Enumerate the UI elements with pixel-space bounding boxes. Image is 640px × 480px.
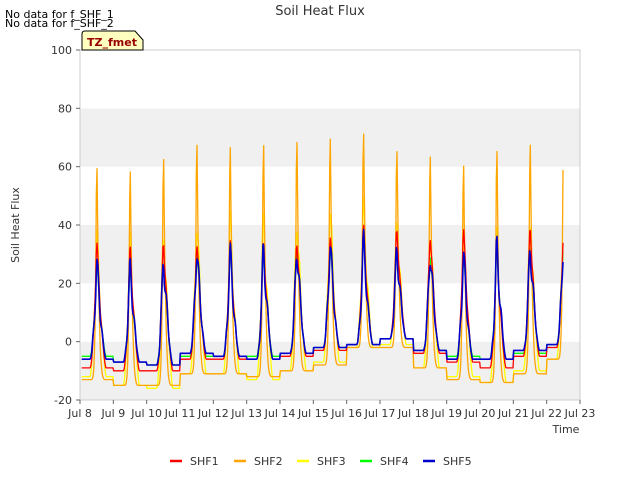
- legend-label-shf2: SHF2: [254, 455, 283, 468]
- badge: TZ_fmet: [81, 30, 144, 51]
- grid-band: [80, 341, 580, 400]
- x-axis: Jul 8 Jul 9 Jul 10 Jul 11 Jul 12 Jul 13 Jul 14…: [67, 400, 595, 420]
- grid-band: [80, 283, 580, 342]
- x-tick-label: Jul 9: [100, 407, 125, 420]
- legend: SHF1 SHF2 SHF3 SHF4 SHF5: [170, 455, 472, 468]
- x-tick-label: Jul 20: [464, 407, 496, 420]
- y-tick-label: 60: [58, 161, 72, 174]
- x-tick-label: Jul 12: [197, 407, 229, 420]
- y-tick-label: 100: [51, 44, 72, 57]
- x-tick-label: Jul 8: [67, 407, 92, 420]
- x-axis-label: Time: [552, 423, 580, 436]
- series-line-shf5: [81, 228, 564, 366]
- y-axis-label: Soil Heat Flux: [9, 187, 22, 263]
- series-layer: [81, 133, 564, 389]
- no-data-note-2: No data for f_SHF_2: [5, 17, 114, 30]
- legend-label-shf4: SHF4: [380, 455, 409, 468]
- y-tick-label: 0: [65, 336, 72, 349]
- x-tick-label: Jul 15: [297, 407, 329, 420]
- x-tick-label: Jul 22: [530, 407, 562, 420]
- badge-label: TZ_fmet: [87, 36, 137, 49]
- x-tick-label: Jul 19: [430, 407, 462, 420]
- badge-shape: [81, 30, 144, 51]
- y-tick-label: -20: [54, 394, 72, 407]
- grid-band: [80, 50, 580, 109]
- x-tick-label: Jul 11: [164, 407, 196, 420]
- x-tick-label: Jul 17: [364, 407, 396, 420]
- legend-label-shf3: SHF3: [317, 455, 346, 468]
- series-line-shf2: [81, 133, 564, 387]
- x-tick-label: Jul 14: [264, 407, 296, 420]
- chart-title: Soil Heat Flux: [275, 4, 365, 19]
- x-tick-label: Jul 18: [397, 407, 429, 420]
- y-axis: -20 0 20 40 60 80 100: [51, 44, 80, 407]
- y-tick-label: 80: [58, 102, 72, 115]
- x-tick-label: Jul 21: [497, 407, 529, 420]
- legend-label-shf1: SHF1: [190, 455, 219, 468]
- x-tick-label: Jul 16: [330, 407, 362, 420]
- y-tick-label: 40: [58, 219, 72, 232]
- x-tick-label: Jul 13: [230, 407, 262, 420]
- no-data-note-1: No data for f_SHF_1: [5, 8, 114, 21]
- x-tick-label: Jul 23: [564, 407, 596, 420]
- legend-label-shf5: SHF5: [443, 455, 472, 468]
- y-tick-label: 20: [58, 277, 72, 290]
- x-tick-label: Jul 10: [130, 407, 162, 420]
